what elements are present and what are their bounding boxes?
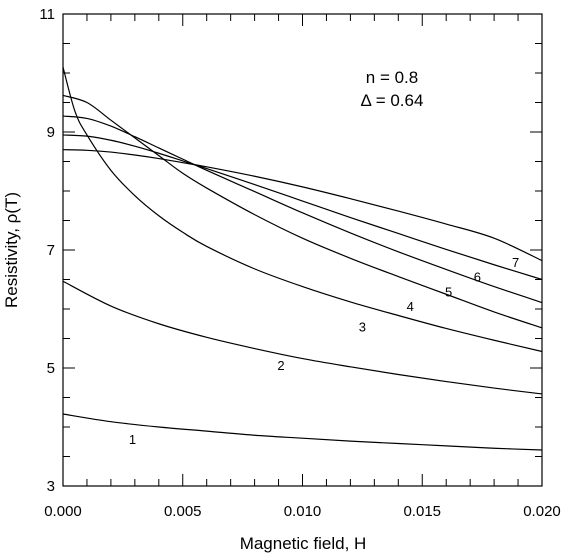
curve-1 [62,413,543,451]
x-axis-title: Magnetic field, H [240,534,367,553]
curve-5 [62,115,543,304]
y-tick-label: 5 [47,360,55,377]
curve-7 [62,149,543,262]
curve-label-5: 5 [445,284,452,299]
curve-label-7: 7 [512,255,519,270]
axis-tick-labels: 0.000 0.005 0.010 0.015 0.020 3 5 7 9 11 [39,6,560,520]
axis-ticks [62,13,543,487]
y-tick-label: 7 [47,242,55,259]
curve-4 [62,94,543,329]
annotation-delta: Δ = 0.64 [361,91,424,110]
curve-label-1: 1 [129,432,136,447]
curve-6 [62,134,543,281]
curve-3 [62,66,543,353]
x-tick-label: 0.015 [403,503,441,520]
y-axis-title: Resistivity, ρ(T) [2,192,21,308]
curve-2 [62,280,543,395]
x-tick-label: 0.020 [523,503,561,520]
curve-label-6: 6 [474,270,481,285]
plot-frame [62,13,543,487]
y-tick-label: 9 [47,124,55,141]
y-tick-label: 11 [39,6,55,23]
x-tick-label: 0.005 [164,503,202,520]
data-curves [62,66,543,451]
curve-labels: 1 2 3 4 5 6 7 [129,255,519,447]
curve-label-2: 2 [277,358,284,373]
annotation-n: n = 0.8 [366,68,418,87]
x-tick-label: 0.010 [284,503,322,520]
curve-label-4: 4 [407,299,414,314]
x-tick-label: 0.000 [44,503,82,520]
y-tick-label: 3 [47,478,55,495]
curve-label-3: 3 [359,320,366,335]
